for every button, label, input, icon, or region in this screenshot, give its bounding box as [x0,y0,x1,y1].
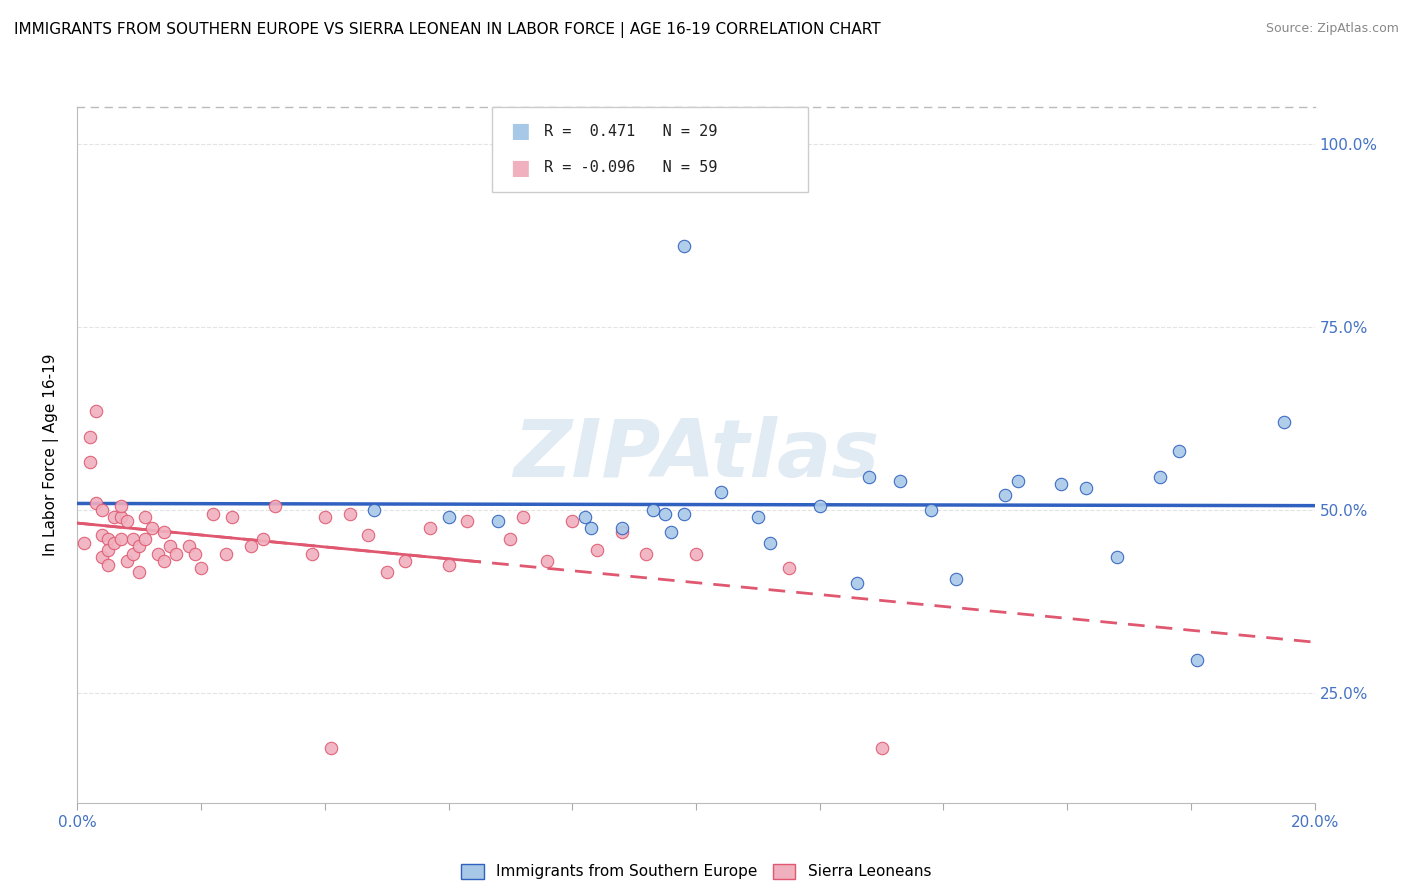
Point [319,740,342,755]
Point [84,404,107,418]
Point [375,565,398,579]
Point [512,510,534,524]
Text: Source: ZipAtlas.com: Source: ZipAtlas.com [1265,22,1399,36]
Point [419,521,441,535]
Point [339,507,361,521]
Point [72,536,94,550]
Point [79,455,101,469]
Point [1007,474,1029,488]
Text: R = -0.096   N = 59: R = -0.096 N = 59 [544,161,717,175]
Point [945,573,967,587]
Point [128,540,150,554]
Point [808,499,831,513]
Point [153,554,176,568]
Point [1167,444,1189,458]
Point [128,565,150,579]
Point [221,510,243,524]
Point [122,547,145,561]
Point [672,507,695,521]
Point [103,536,125,550]
Text: ZIPAtlas: ZIPAtlas [513,416,879,494]
Point [610,524,633,539]
Point [177,540,200,554]
Point [153,524,176,539]
Point [1185,653,1208,667]
Point [134,532,156,546]
Point [456,514,478,528]
Point [437,510,460,524]
Point [1272,415,1295,429]
Point [586,543,609,558]
Point [122,532,145,546]
Point [301,547,323,561]
Point [202,507,225,521]
Y-axis label: In Labor Force | Age 16-19: In Labor Force | Age 16-19 [42,353,59,557]
Point [115,514,138,528]
Point [845,576,868,591]
Point [994,488,1017,502]
Point [858,470,880,484]
Point [579,521,602,535]
Point [146,547,169,561]
Point [79,429,101,443]
Point [561,514,583,528]
Text: IMMIGRANTS FROM SOUTHERN EUROPE VS SIERRA LEONEAN IN LABOR FORCE | AGE 16-19 COR: IMMIGRANTS FROM SOUTHERN EUROPE VS SIERR… [14,22,880,38]
Text: R =  0.471   N = 29: R = 0.471 N = 29 [544,124,717,138]
Point [91,528,114,542]
Text: ■: ■ [510,158,530,178]
Point [870,740,893,755]
Point [1149,470,1171,484]
Point [574,510,596,524]
Point [710,484,733,499]
Point [672,239,695,253]
Point [363,503,385,517]
Point [165,547,187,561]
Point [190,561,212,575]
Point [97,543,120,558]
Point [437,558,460,572]
Point [215,547,238,561]
Point [97,558,120,572]
Point [889,474,911,488]
Point [747,510,769,524]
Point [159,540,181,554]
Point [1074,481,1097,495]
Point [636,547,658,561]
Point [778,561,800,575]
Text: ■: ■ [510,121,530,141]
Point [499,532,522,546]
Point [103,510,125,524]
Point [610,521,633,535]
Point [314,510,336,524]
Point [1050,477,1073,491]
Point [110,532,132,546]
Point [486,514,509,528]
Point [91,503,114,517]
Point [264,499,287,513]
Point [654,507,676,521]
Point [91,550,114,565]
Point [115,554,138,568]
Point [97,532,120,546]
Point [1105,550,1128,565]
Point [134,510,156,524]
Point [239,540,262,554]
Point [110,510,132,524]
Point [357,528,380,542]
Point [920,503,942,517]
Point [110,499,132,513]
Point [184,547,207,561]
Legend: Immigrants from Southern Europe, Sierra Leoneans: Immigrants from Southern Europe, Sierra … [454,857,938,886]
Point [685,547,707,561]
Point [252,532,274,546]
Point [394,554,416,568]
Point [759,536,782,550]
Point [84,495,107,509]
Point [536,554,558,568]
Point [141,521,163,535]
Point [641,503,664,517]
Point [659,524,682,539]
